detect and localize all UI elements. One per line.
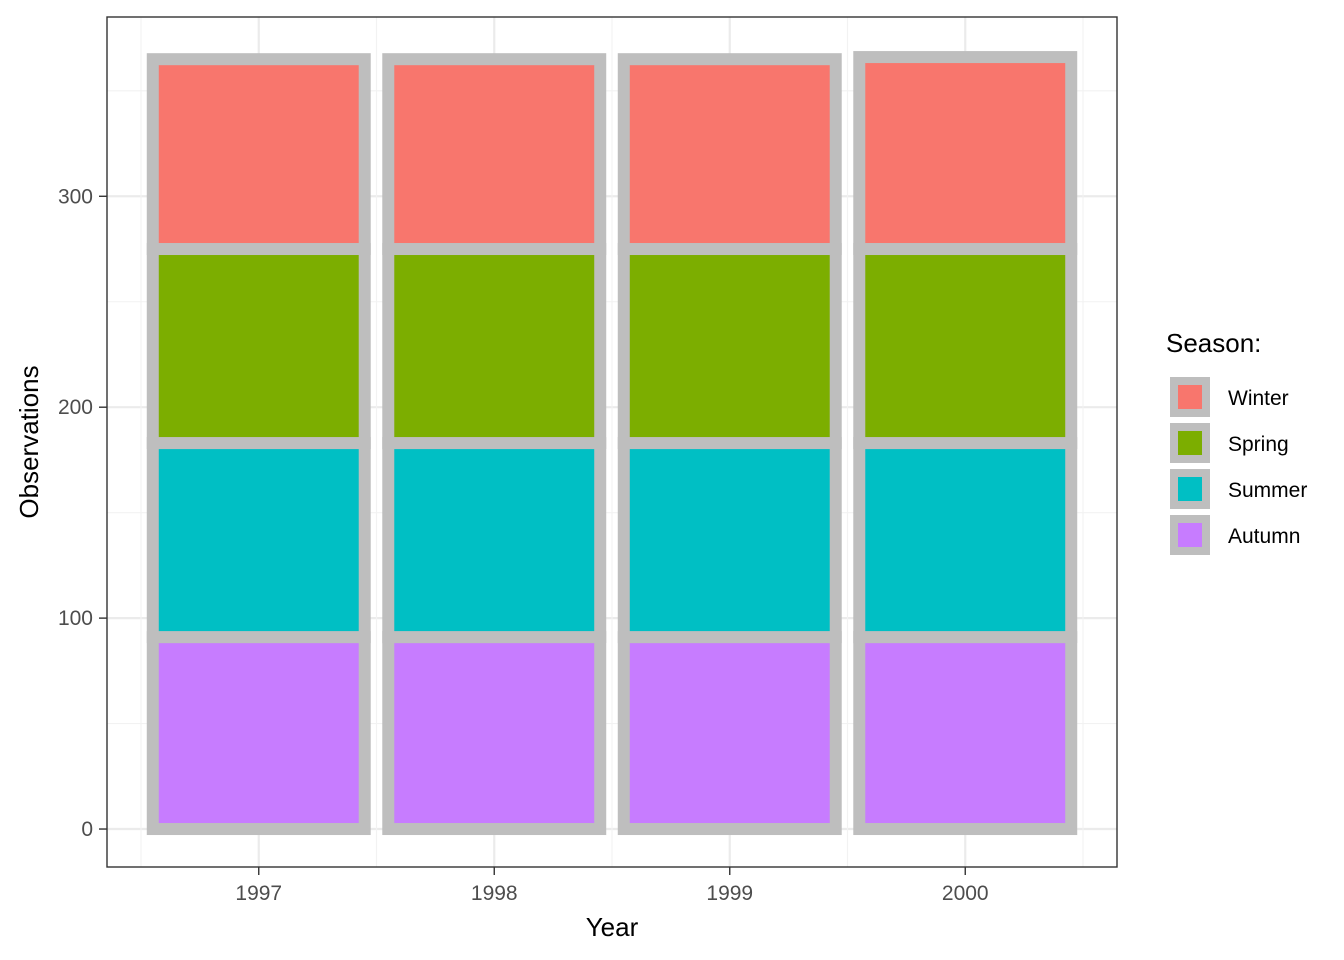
bar-autumn-1999: [617, 631, 842, 836]
y-tick-label: 0: [81, 818, 93, 841]
y-tick-label: 300: [58, 185, 93, 208]
legend: Season: Winter Spring Summer Autumn: [1166, 328, 1307, 555]
y-tick-label: 100: [58, 607, 93, 630]
legend-title: Season:: [1166, 328, 1261, 358]
x-tick-label: 2000: [942, 882, 989, 905]
bar-autumn-1997: [146, 631, 371, 836]
legend-label: Winter: [1228, 387, 1289, 410]
legend-key-swatch: [1170, 515, 1210, 555]
legend-key-swatch: [1170, 423, 1210, 463]
bar-stacks: [146, 51, 1078, 836]
bar-summer-2000: [853, 437, 1078, 644]
y-axis-title: Observations: [14, 365, 44, 518]
axes: 0 100 200 300 1997 1998 1999 2000: [58, 185, 989, 905]
bar-spring-1999: [617, 243, 842, 450]
bar-summer-1997: [146, 437, 371, 644]
bar-summer-1999: [617, 437, 842, 644]
bar-winter-1997: [146, 53, 371, 256]
bar-spring-1997: [146, 243, 371, 450]
legend-item-summer: Summer: [1170, 469, 1307, 509]
x-axis-title: Year: [586, 912, 639, 942]
legend-label: Summer: [1228, 479, 1307, 502]
legend-item-winter: Winter: [1170, 377, 1289, 417]
x-tick-label: 1997: [235, 882, 282, 905]
plot-panel-border: [106, 16, 1118, 868]
bar-spring-2000: [853, 243, 1078, 450]
x-tick-label: 1998: [471, 882, 518, 905]
x-tick-label: 1999: [706, 882, 753, 905]
legend-label: Spring: [1228, 433, 1289, 456]
bar-autumn-1998: [382, 631, 607, 836]
legend-key-swatch: [1170, 377, 1210, 417]
legend-item-spring: Spring: [1170, 423, 1289, 463]
y-tick-label: 200: [58, 396, 93, 419]
bar-spring-1998: [382, 243, 607, 450]
bar-autumn-2000: [853, 631, 1078, 836]
legend-key-swatch: [1170, 469, 1210, 509]
legend-label: Autumn: [1228, 525, 1300, 548]
bar-winter-1999: [617, 53, 842, 256]
bar-winter-2000: [853, 51, 1078, 256]
legend-item-autumn: Autumn: [1170, 515, 1300, 555]
bar-winter-1998: [382, 53, 607, 256]
bar-summer-1998: [382, 437, 607, 644]
